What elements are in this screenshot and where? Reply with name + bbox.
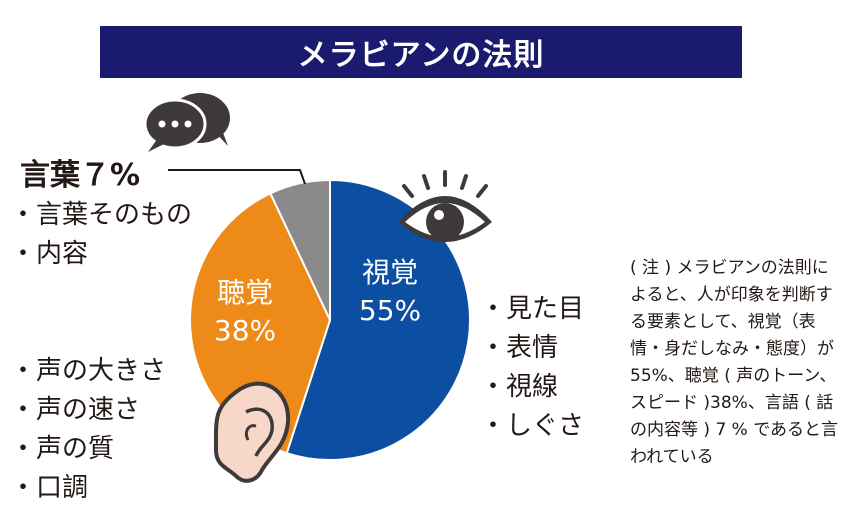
list-item: 視線 xyxy=(480,368,584,407)
pie-slice-1 xyxy=(285,178,471,461)
list-item: 声の速さ xyxy=(10,391,166,430)
slice-value-1: 55% xyxy=(359,294,421,327)
visual-list: 見た目 表情 視線 しぐさ xyxy=(480,290,584,446)
slice-label-2: 聴覚 xyxy=(217,276,273,309)
ear-icon xyxy=(213,381,291,483)
footnote: ( 注 ) メラビアンの法則によると、人が印象を判断する要素として、視覚（表情・… xyxy=(630,258,839,467)
list-item: 声の大きさ xyxy=(10,352,166,391)
verbal-list: 言葉そのもの 内容 xyxy=(10,196,192,274)
verbal-leader-line xyxy=(168,169,306,185)
list-item: 声の質 xyxy=(10,430,166,469)
speech-bubbles-icon xyxy=(143,93,230,152)
list-item: 言葉そのもの xyxy=(10,196,192,235)
list-item: 表情 xyxy=(480,329,584,368)
list-item: しぐさ xyxy=(480,407,584,446)
slice-label-1: 視覚 xyxy=(362,256,418,289)
list-item: 内容 xyxy=(10,235,192,274)
list-item: 見た目 xyxy=(480,290,584,329)
eye-icon xyxy=(398,170,492,242)
slice-value-2: 38% xyxy=(214,314,276,347)
pie-slice-3 xyxy=(269,178,331,321)
pie-slices xyxy=(189,178,471,461)
vocal-list: 声の大きさ 声の速さ 声の質 口調 xyxy=(10,352,166,508)
list-item: 口調 xyxy=(10,469,166,508)
page-title: メラビアンの法則 xyxy=(100,26,742,78)
verbal-heading: 言葉７% xyxy=(20,158,141,193)
